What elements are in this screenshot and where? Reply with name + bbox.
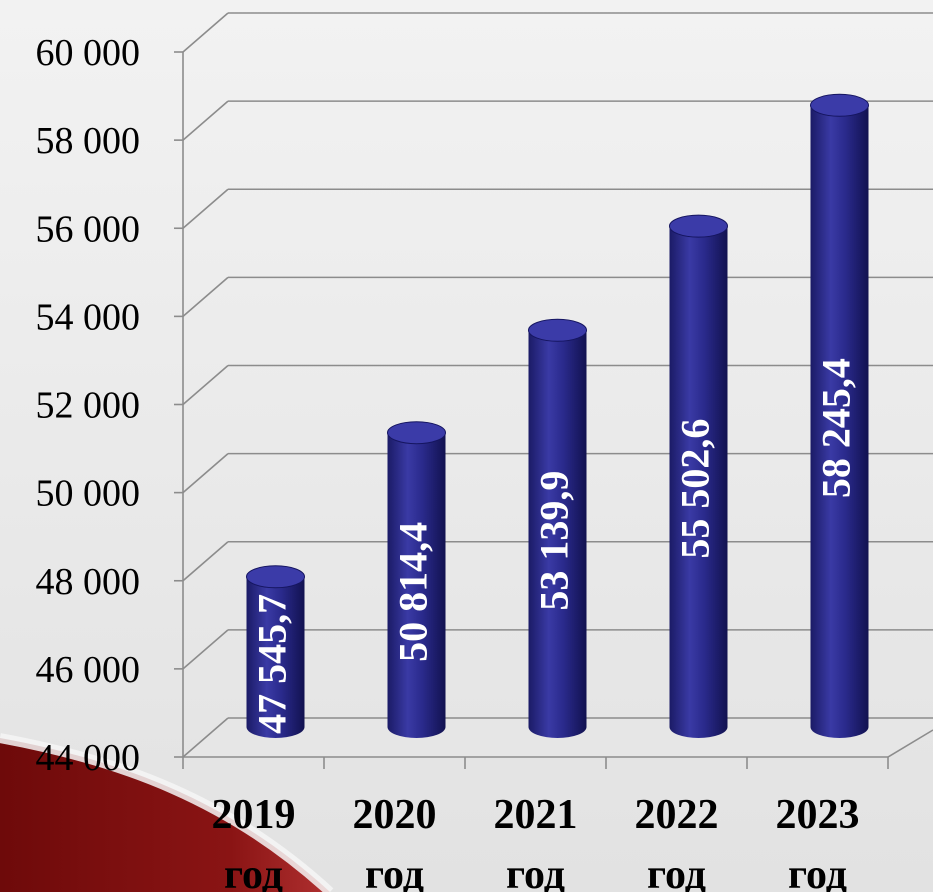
- data-label: 53 139,9: [532, 471, 577, 611]
- data-label: 47 545,7: [250, 594, 295, 734]
- bar-top: [387, 421, 446, 445]
- gridline-diagonal: [182, 188, 229, 229]
- x-tick-label: 2022 год: [635, 792, 719, 892]
- bar: 53 139,9: [528, 318, 587, 738]
- y-tick-label: 56 000: [36, 208, 141, 250]
- bar-body: [528, 330, 587, 738]
- bar-body: [387, 432, 446, 738]
- y-tick-label: 60 000: [36, 32, 141, 74]
- decorative-swoosh: [0, 738, 330, 892]
- y-tick-label: 52 000: [36, 385, 141, 427]
- gridline-diagonal: [182, 629, 229, 670]
- bars: 47 545,7 50 814,4 53 139,9 55 502,6 58 245,4: [246, 93, 869, 738]
- data-label: 55 502,6: [673, 419, 718, 559]
- floor-left-edge: [182, 717, 229, 758]
- bar-body: [669, 226, 728, 738]
- bar-top: [528, 318, 587, 342]
- gridline-diagonal: [182, 12, 229, 53]
- bar-top: [810, 93, 869, 117]
- y-axis-tick-labels: 44 000 46 000 48 000 50 000 52 000 54 000 56 0…: [36, 32, 141, 779]
- x-tick-label: 2023 год: [776, 792, 860, 892]
- gridline-diagonal: [182, 276, 229, 317]
- x-tick-label: 2021 год: [494, 792, 578, 892]
- y-tick-label: 46 000: [36, 649, 141, 691]
- y-tick-label: 54 000: [36, 296, 141, 338]
- y-tick-label: 58 000: [36, 120, 141, 162]
- bar-body: [246, 576, 305, 738]
- gridline-diagonal: [182, 100, 229, 141]
- y-tick-label: 50 000: [36, 473, 141, 515]
- bar-body: [810, 105, 869, 738]
- gridline-diagonal: [182, 364, 229, 406]
- decorative-swoosh-highlight: [0, 733, 334, 892]
- gridline-diagonal: [182, 453, 229, 494]
- bar-top: [669, 214, 728, 238]
- y-tick-label: 44 000: [36, 737, 141, 779]
- gridline-diagonal: [182, 541, 229, 582]
- bar: 47 545,7: [246, 565, 305, 738]
- bar: 58 245,4: [810, 93, 869, 738]
- data-label: 50 814,4: [391, 522, 436, 662]
- x-tick-label: 2020 год: [353, 792, 437, 892]
- bar: 55 502,6: [669, 214, 728, 738]
- x-axis-tick-labels: 2019 год 2020 год 2021 год 2022 год 2023 год: [212, 792, 860, 892]
- bar: 50 814,4: [387, 421, 446, 738]
- x-tick-label: 2019 год: [212, 792, 296, 892]
- floor-right-edge: [887, 729, 933, 758]
- bar-top: [246, 565, 305, 589]
- data-label: 58 245,4: [814, 358, 859, 498]
- y-tick-label: 48 000: [36, 561, 141, 603]
